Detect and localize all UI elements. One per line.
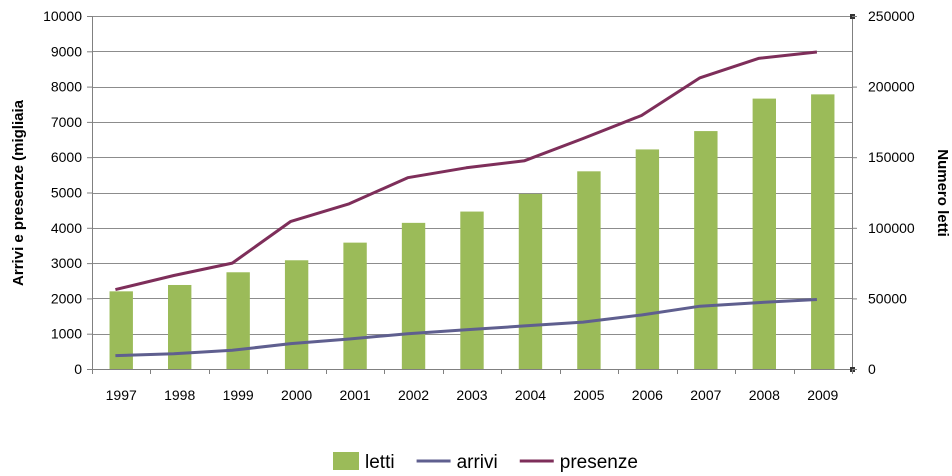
legend-label-letti: letti — [365, 452, 395, 473]
x-tick-label-2001: 2001 — [339, 387, 370, 403]
bar-letti-1999 — [226, 272, 250, 369]
x-tick-label-2006: 2006 — [632, 387, 663, 403]
right-axis-ticks: 0 50000 100000 150000 200000 250000 — [852, 8, 915, 377]
left-tick-label: 9000 — [51, 43, 82, 59]
right-tick-label: 250000 — [868, 8, 915, 24]
bar-letti-2004 — [518, 193, 543, 369]
lines — [115, 50, 818, 358]
left-axis-ticks: 0 1000 2000 3000 4000 5000 6000 7000 8000 9000 100… — [43, 8, 92, 377]
legend-label-arrivi: arrivi — [457, 452, 498, 473]
x-axis-ticks: 1997 1998 1999 2000 2001 2002 2003 2004 2005 2006… — [92, 369, 853, 403]
left-tick-label: 2000 — [51, 290, 82, 306]
x-tick-label-2003: 2003 — [456, 387, 487, 403]
bar-letti-2001 — [343, 242, 367, 369]
x-tick-label-2004: 2004 — [515, 387, 546, 403]
bar-letti-2002 — [401, 222, 426, 369]
left-tick-label: 8000 — [51, 79, 82, 95]
right-axis-title: Numero letti — [934, 149, 951, 237]
x-tick-label-1998: 1998 — [164, 387, 195, 403]
bar-letti-2009 — [811, 94, 835, 369]
left-tick-label: 0 — [74, 361, 82, 377]
bar-letti-2003 — [460, 211, 484, 369]
right-tick-label: 50000 — [868, 290, 907, 306]
legend: letti arrivi presenze — [333, 452, 638, 473]
x-tick-label-2007: 2007 — [690, 387, 721, 403]
left-tick-label: 1000 — [51, 326, 82, 342]
right-tick-label: 150000 — [868, 149, 915, 165]
x-tick-label-1997: 1997 — [106, 387, 137, 403]
line-arrivi — [115, 298, 817, 358]
bars-letti — [109, 94, 835, 370]
left-axis-title: Arrivi e presenze (migliaia — [10, 99, 27, 286]
x-tick-label-1999: 1999 — [223, 387, 254, 403]
right-tick-label: 0 — [868, 361, 876, 377]
x-tick-label-2008: 2008 — [749, 387, 780, 403]
left-tick-label: 7000 — [51, 114, 82, 130]
axes — [92, 14, 855, 372]
x-tick-label-2009: 2009 — [807, 387, 838, 403]
left-tick-label: 4000 — [51, 220, 82, 236]
left-tick-label: 5000 — [51, 185, 82, 201]
legend-label-presenze: presenze — [560, 452, 638, 473]
x-tick-label-2000: 2000 — [281, 387, 312, 403]
right-tick-label: 200000 — [868, 79, 915, 95]
bar-letti-2000 — [284, 260, 309, 369]
legend-swatch-letti — [333, 452, 359, 470]
gridlines — [92, 16, 852, 335]
bar-letti-1998 — [168, 284, 192, 369]
line-presenze — [115, 50, 818, 292]
x-tick-label-2002: 2002 — [398, 387, 429, 403]
left-tick-label: 3000 — [51, 255, 82, 271]
x-tick-label-2005: 2005 — [573, 387, 604, 403]
bar-letti-2005 — [577, 171, 601, 369]
bar-letti-2006 — [635, 149, 660, 369]
left-tick-label: 10000 — [43, 8, 82, 24]
left-tick-label: 6000 — [51, 149, 82, 165]
bar-letti-2008 — [752, 98, 776, 370]
bar-letti-2007 — [694, 131, 718, 369]
right-tick-label: 100000 — [868, 220, 915, 236]
bar-letti-1997 — [109, 291, 133, 369]
